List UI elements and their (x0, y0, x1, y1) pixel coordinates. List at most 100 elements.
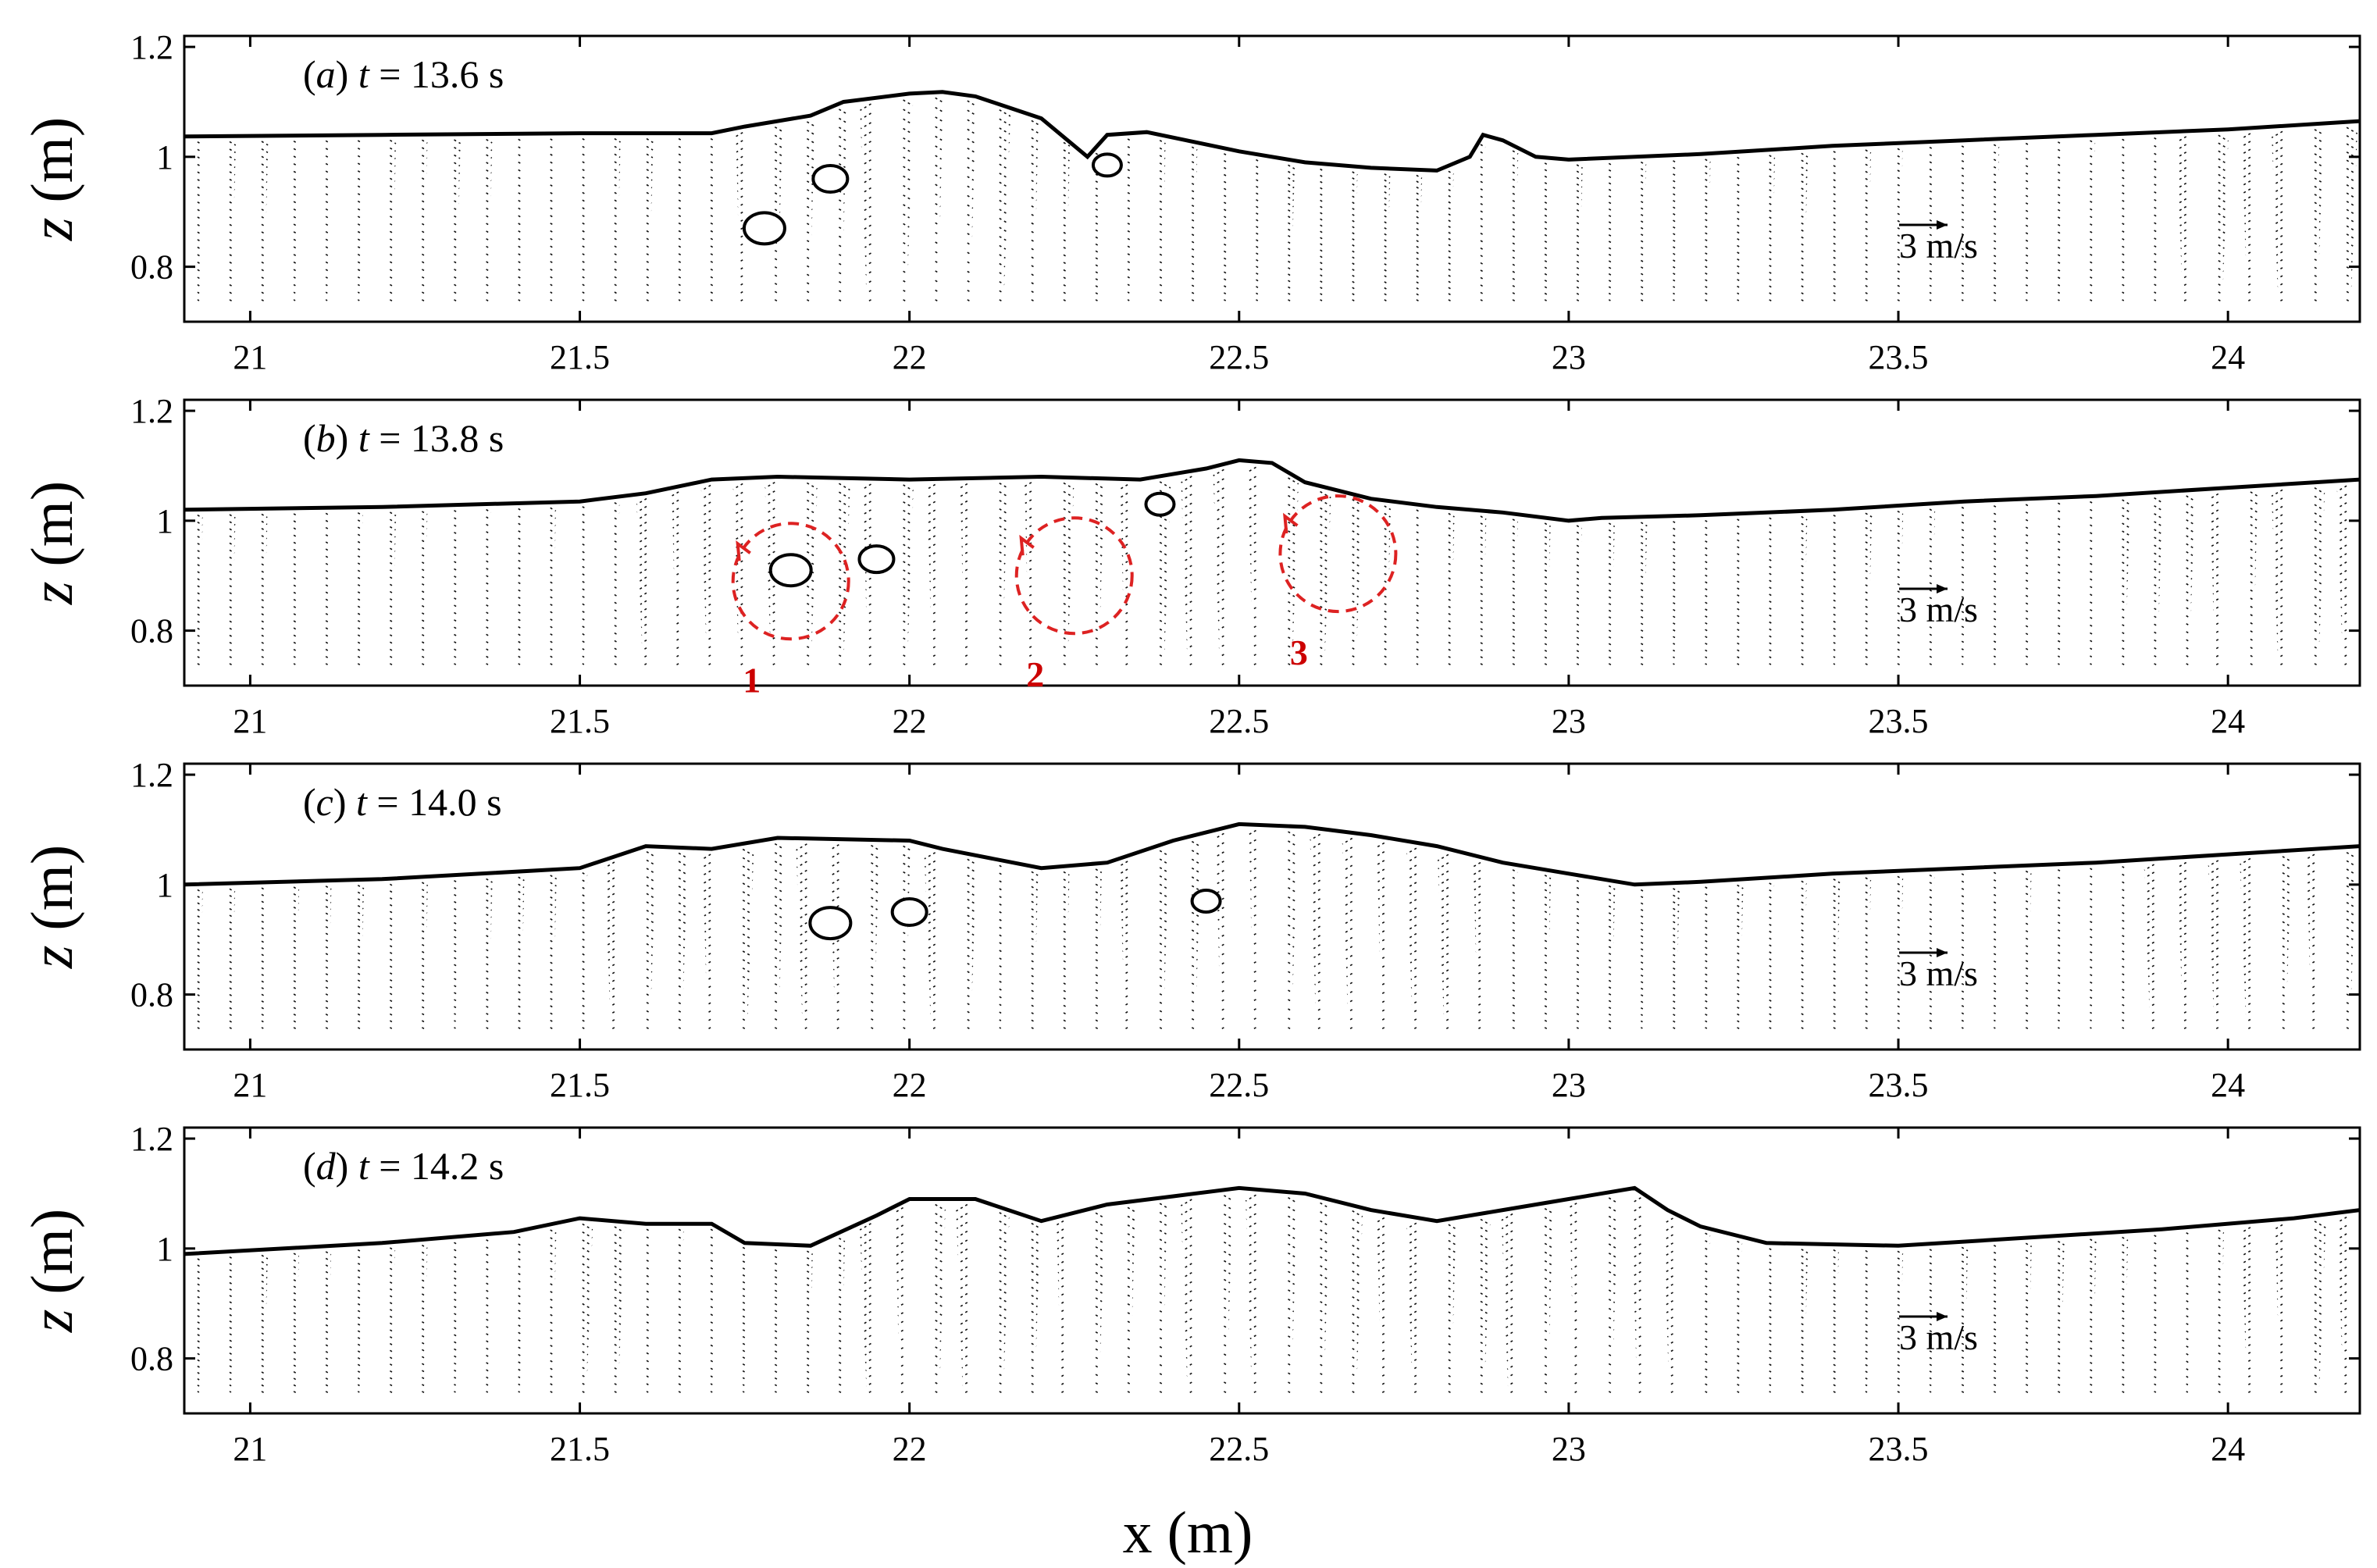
air-bubble (768, 553, 813, 588)
free-surface-line (184, 1185, 2360, 1256)
vector-column (1705, 519, 1710, 665)
vector-column (2186, 495, 2195, 666)
x-tick-label: 23.5 (1869, 1066, 1929, 1104)
vector-column (1929, 508, 1936, 666)
panel-label: (d) t = 14.2 s (303, 1144, 504, 1188)
vector-column (2154, 137, 2159, 301)
vortex-label: 1 (743, 660, 761, 700)
vector-column (1544, 1208, 1553, 1394)
vector-column (550, 507, 557, 666)
vector-column (1897, 148, 1903, 301)
vector-column (582, 872, 588, 1029)
vector-column (1630, 1197, 1641, 1395)
vector-column (955, 1203, 968, 1395)
vector-column (1961, 1246, 1969, 1394)
vector-column (1897, 875, 1904, 1030)
vector-column (1159, 850, 1170, 1031)
vector-column (1288, 1197, 1298, 1395)
vector-column (293, 1253, 300, 1394)
vector-column (1249, 829, 1256, 1030)
vector-column (2154, 497, 2163, 666)
y-axis-label: z (m) (20, 481, 85, 605)
y-axis-label: z (m) (20, 117, 85, 241)
vector-column (862, 483, 871, 666)
vector-column (197, 1258, 202, 1393)
vector-column (678, 1228, 684, 1393)
air-bubble (811, 164, 850, 194)
vector-column (1384, 505, 1392, 666)
vector-column (582, 506, 587, 665)
vector-column (967, 858, 977, 1031)
vector-column (1608, 522, 1616, 666)
vector-column (1576, 525, 1583, 665)
vector-column (421, 511, 428, 666)
vector-column (1929, 1249, 1934, 1393)
x-tick-label: 22 (893, 338, 927, 376)
vector-column (702, 853, 711, 1030)
vector-column (999, 109, 1011, 303)
vector-column (1352, 171, 1358, 302)
vector-column (1376, 842, 1385, 1030)
vector-column (357, 512, 364, 665)
vector-column (1640, 161, 1647, 302)
vector-column (2122, 499, 2130, 666)
x-tick-label: 22.5 (1209, 1430, 1269, 1468)
vector-column (2090, 140, 2096, 301)
vector-column (1662, 1217, 1673, 1395)
vector-column (486, 1239, 491, 1393)
x-tick-label: 24 (2211, 702, 2245, 740)
vector-column (1063, 482, 1074, 667)
vector-column (550, 875, 558, 1030)
vector-column (614, 502, 620, 665)
vector-column (1801, 880, 1807, 1030)
vector-column (261, 513, 268, 666)
free-surface-line (184, 90, 2360, 173)
vector-column (614, 1226, 625, 1395)
y-tick-label: 0.8 (130, 1340, 173, 1378)
x-tick-label: 21 (233, 1066, 267, 1104)
vector-column (1576, 879, 1582, 1029)
vector-column (672, 491, 679, 666)
x-tick-label: 22 (893, 1066, 927, 1104)
vortex-circle (731, 522, 850, 641)
x-tick-label: 23 (1552, 702, 1586, 740)
x-tick-label: 21.5 (550, 1066, 610, 1104)
vector-column (2090, 1238, 2097, 1394)
vector-column (2337, 1217, 2347, 1395)
vector-column (261, 1254, 269, 1394)
vector-column (806, 121, 815, 302)
velocity-vectors (197, 1194, 2347, 1395)
vector-column (903, 484, 914, 667)
vector-column (859, 1223, 871, 1395)
vector-column (1608, 162, 1614, 301)
x-tick-label: 24 (2211, 1430, 2245, 1468)
vector-column (1063, 871, 1070, 1030)
vector-column (1031, 1222, 1041, 1394)
vector-column (421, 139, 428, 302)
vector-column (1833, 878, 1841, 1030)
vector-column (1512, 869, 1518, 1029)
vector-column (1448, 512, 1455, 666)
vortex-circle (1014, 516, 1134, 636)
vector-column (582, 1223, 593, 1395)
vector-column (774, 843, 785, 1031)
vector-column (197, 514, 203, 665)
vector-column (999, 483, 1008, 666)
vector-column (1769, 517, 1774, 665)
panel-d: 21 21.5 22 22.5 23 23.5 24 0.8 1 1.2 z (m) (d) t = … (20, 1120, 2361, 1468)
vector-column (678, 852, 688, 1031)
x-tick-label: 22 (893, 702, 927, 740)
axes-frame (183, 34, 2361, 323)
vector-column (1737, 156, 1742, 301)
vector-column (1159, 140, 1166, 302)
vector-column (2057, 1240, 2065, 1394)
x-tick-label: 24 (2211, 338, 2245, 376)
vector-column (1801, 152, 1809, 302)
vector-column (838, 109, 847, 302)
vector-column (550, 138, 555, 301)
vector-column (486, 138, 493, 302)
vector-column (1501, 1213, 1513, 1395)
vector-column (421, 882, 429, 1030)
x-tick-label: 21 (233, 338, 267, 376)
vector-column (732, 483, 743, 667)
